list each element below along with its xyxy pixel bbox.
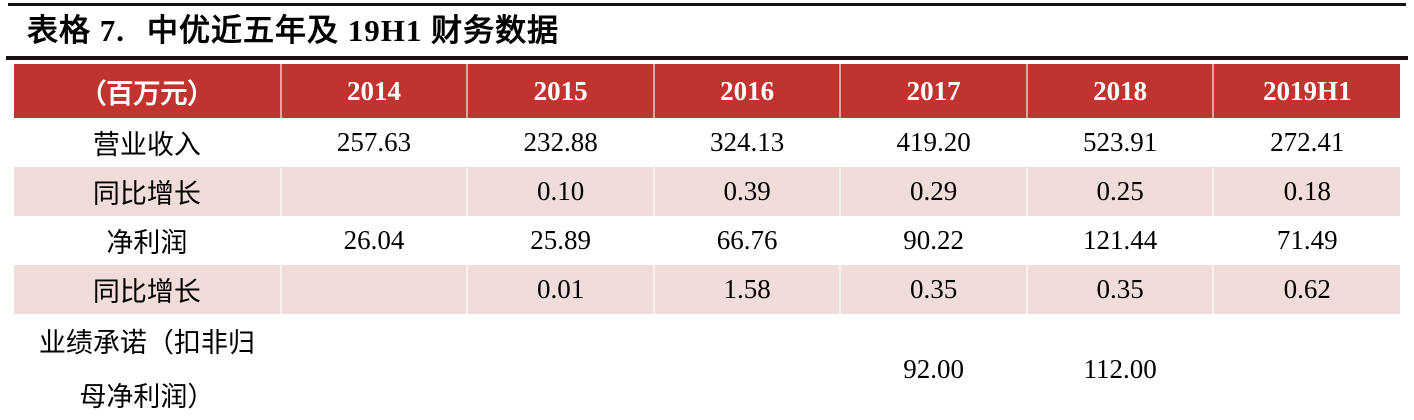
table-row-revenue-yoy: 同比增长 0.10 0.39 0.29 0.25 0.18 [14, 167, 1400, 216]
title-divider-rule [6, 56, 1408, 60]
table-row-net-profit-yoy: 同比增长 0.01 1.58 0.35 0.35 0.62 [14, 265, 1400, 314]
table-cell [279, 265, 468, 314]
header-cell-2017: 2017 [839, 64, 1027, 118]
header-cell-unit: （百万元） [14, 64, 281, 118]
table-cell: 121.44 [1025, 216, 1214, 265]
table-cell: 324.13 [652, 118, 841, 167]
table-cell: 92.00 [839, 314, 1027, 420]
row-label: 同比增长 [14, 167, 281, 216]
report-table-page: 表格 7. 中优近五年及 19H1 财务数据 （百万元） 2014 2015 20… [0, 3, 1414, 420]
row-label: 营业收入 [14, 118, 281, 167]
table-cell: 90.22 [839, 216, 1027, 265]
table-cell: 112.00 [1025, 314, 1214, 420]
row-label-line: 业绩承诺（扣非归 [38, 327, 255, 358]
table-cell: 0.29 [839, 167, 1027, 216]
table-cell: 0.35 [839, 265, 1027, 314]
header-cell-2019h1: 2019H1 [1212, 64, 1400, 118]
table-title-text: 中优近五年及 19H1 财务数据 [147, 13, 560, 48]
financial-data-table: （百万元） 2014 2015 2016 2017 2018 2019H1 营业… [14, 64, 1400, 420]
table-cell: 71.49 [1212, 216, 1400, 265]
table-row-net-profit: 净利润 26.04 25.89 66.76 90.22 121.44 71.49 [14, 216, 1400, 265]
table-cell: 0.25 [1025, 167, 1214, 216]
table-cell: 0.39 [652, 167, 841, 216]
table-cell: 66.76 [652, 216, 841, 265]
table-row-performance-commitment: 业绩承诺（扣非归 母净利润） 92.00 112.00 [14, 314, 1400, 420]
table-cell: 1.58 [652, 265, 841, 314]
table-cell: 26.04 [279, 216, 468, 265]
row-label-multiline: 业绩承诺（扣非归 母净利润） [39, 316, 255, 420]
table-cell: 272.41 [1212, 118, 1400, 167]
header-cell-2016: 2016 [652, 64, 841, 118]
table-cell: 419.20 [839, 118, 1027, 167]
row-label: 同比增长 [14, 265, 281, 314]
table-title-number: 表格 7. [27, 13, 125, 48]
header-cell-2014: 2014 [279, 64, 468, 118]
header-row: （百万元） 2014 2015 2016 2017 2018 2019H1 [14, 64, 1400, 118]
table-row-revenue: 营业收入 257.63 232.88 324.13 419.20 523.91 … [14, 118, 1400, 167]
table-cell: 232.88 [466, 118, 654, 167]
table-cell [466, 314, 654, 420]
table-cell: 0.35 [1025, 265, 1214, 314]
table-cell: 25.89 [466, 216, 654, 265]
top-rule [8, 3, 1406, 6]
table-cell: 0.62 [1212, 265, 1400, 314]
table-cell: 0.01 [466, 265, 654, 314]
row-label: 业绩承诺（扣非归 母净利润） [14, 314, 281, 420]
table-title: 表格 7. 中优近五年及 19H1 财务数据 [0, 6, 1414, 54]
table-cell [279, 167, 468, 216]
table-cell: 523.91 [1025, 118, 1214, 167]
table-cell [1212, 314, 1400, 420]
table-cell [652, 314, 841, 420]
header-cell-2015: 2015 [466, 64, 654, 118]
header-cell-2018: 2018 [1025, 64, 1214, 118]
table-cell: 257.63 [279, 118, 468, 167]
table-cell: 0.10 [466, 167, 654, 216]
row-label-line: 母净利润） [79, 381, 215, 412]
row-label: 净利润 [14, 216, 281, 265]
table-cell [279, 314, 468, 420]
table-cell: 0.18 [1212, 167, 1400, 216]
